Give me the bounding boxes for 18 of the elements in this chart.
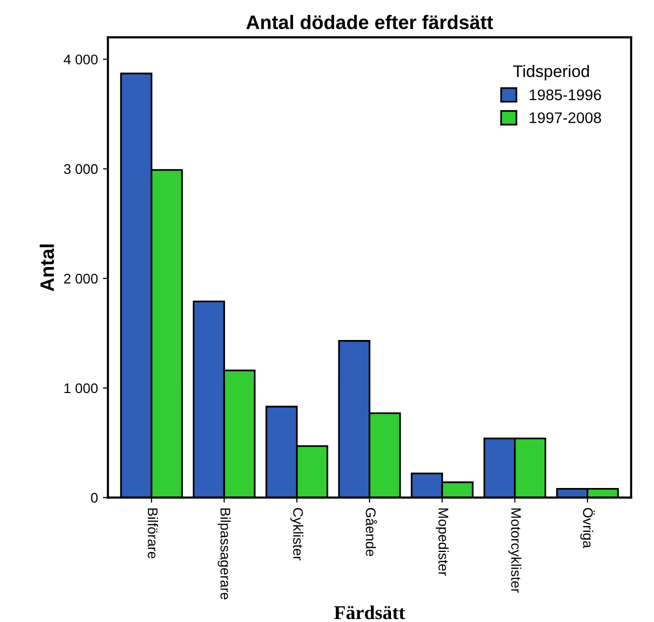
x-axis-title: Färdsätt bbox=[334, 606, 406, 620]
y-tick-label: 0 bbox=[91, 492, 98, 503]
y-tick-label: 1 000 bbox=[64, 383, 98, 394]
x-tick-label: Cyklister bbox=[290, 508, 304, 560]
x-tick-label: Övriga bbox=[580, 508, 595, 548]
y-tick-label: 2 000 bbox=[64, 274, 98, 284]
y-tick-label: 4 000 bbox=[64, 54, 98, 64]
y-axis-title: Antal bbox=[40, 244, 54, 292]
y-tick-label: 3 000 bbox=[64, 164, 98, 174]
x-tick-label: Mopedister bbox=[436, 508, 449, 576]
legend-label: 1997-2008 bbox=[530, 112, 602, 124]
x-tick-label: Bilförare bbox=[148, 508, 158, 558]
legend-title: Tidsperiod bbox=[513, 64, 589, 80]
legend-label: 1985-1996 bbox=[530, 89, 601, 100]
x-tick-label: Motorcyklister bbox=[508, 508, 522, 593]
chart-title: Antal dödade efter färdsätt bbox=[246, 14, 493, 30]
x-tick-label: Bilpassagerare bbox=[218, 508, 231, 600]
x-tick-label: Gående bbox=[366, 508, 378, 556]
